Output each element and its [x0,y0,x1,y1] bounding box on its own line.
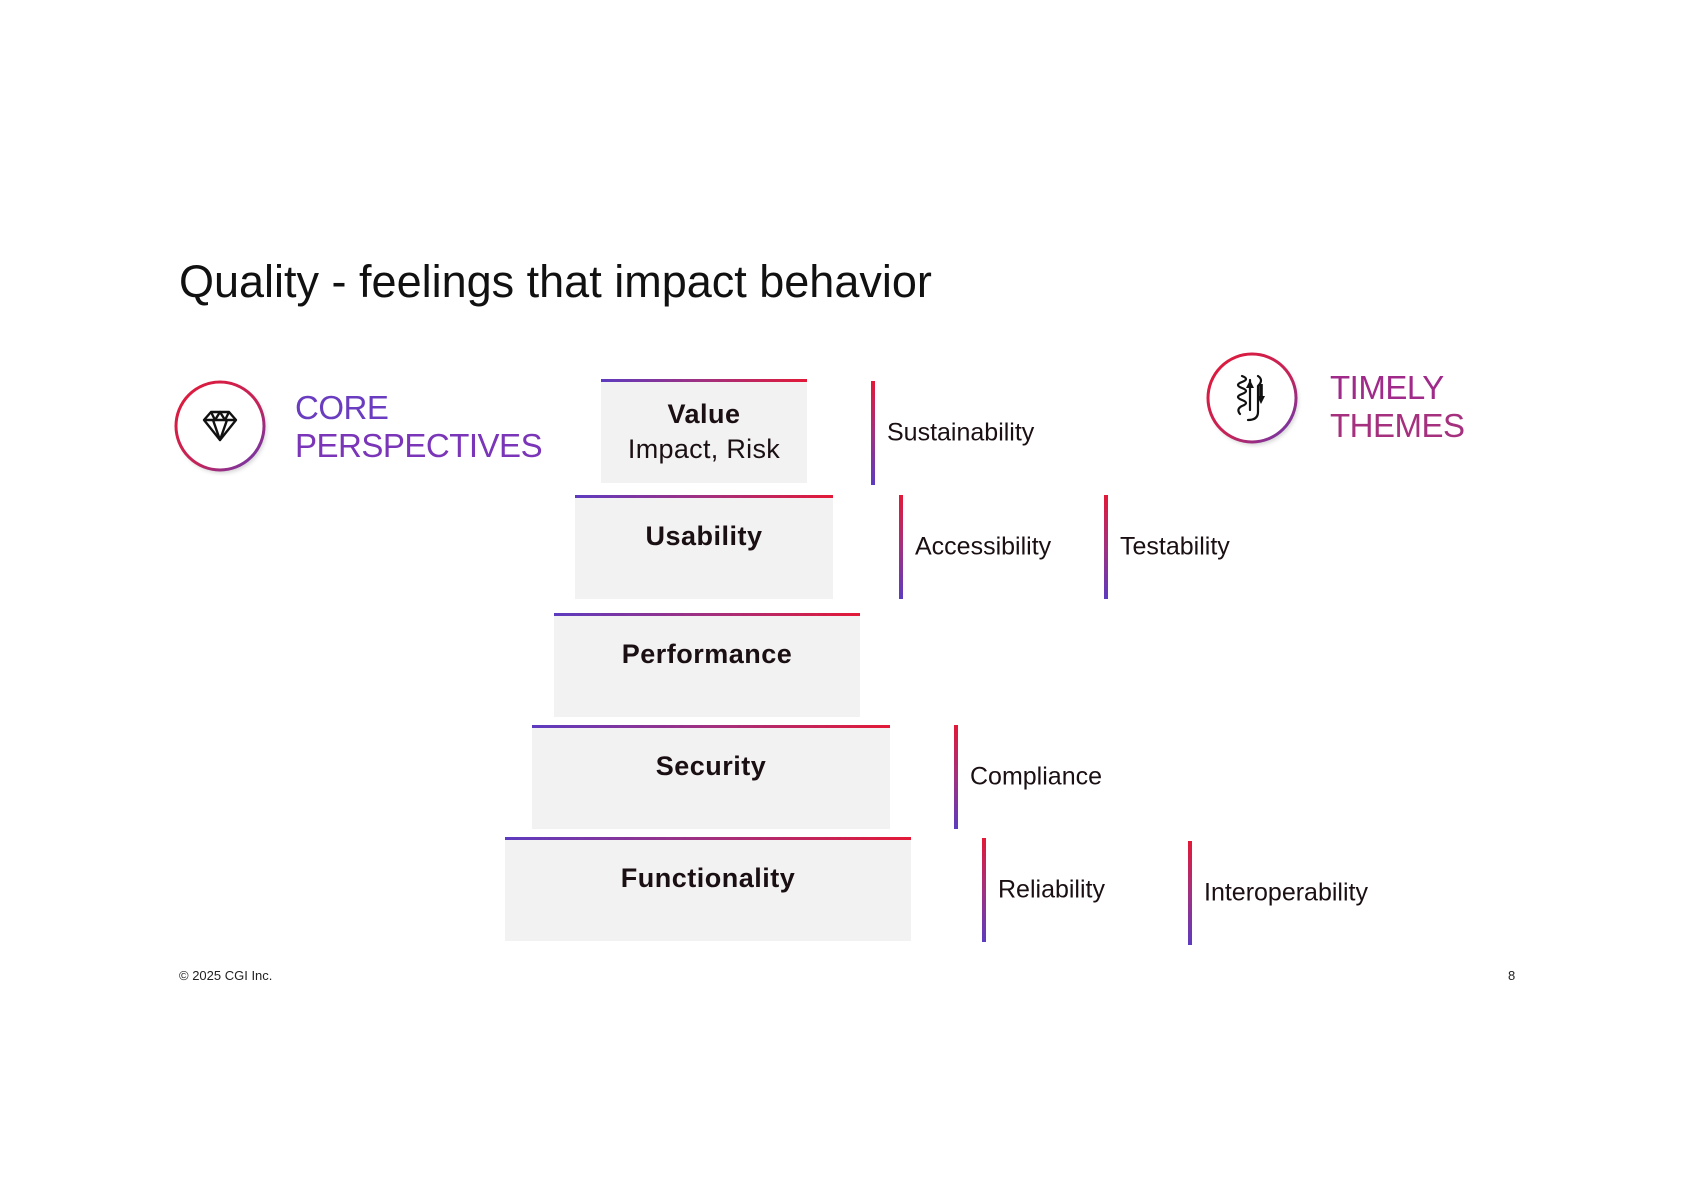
slide-title: Quality - feelings that impact behavior [179,256,932,307]
core-perspectives-badge [174,380,266,472]
protein-structure-icon [1206,352,1298,444]
timely-label-line2: THEMES [1330,407,1465,444]
theme-label: Accessibility [915,532,1052,561]
theme-label: Interoperability [1204,878,1368,907]
timely-themes-badge [1206,352,1298,444]
theme-label: Reliability [998,875,1105,904]
step-subtitle: Impact, Risk [627,434,781,464]
step-title: Usability [645,521,763,551]
pyramid-step-value: Value Impact, Risk [601,379,807,483]
pyramid-step-functionality: Functionality [505,837,911,941]
theme-label: Compliance [970,762,1103,791]
pyramid-step-performance: Performance [554,613,860,717]
page-number: 8 [1508,968,1516,983]
pyramid-step-usability: Usability [575,495,833,599]
step-title: Value [667,399,741,429]
pyramid-step-security: Security [532,725,890,829]
step-title: Functionality [620,863,796,893]
step-title: Security [655,751,767,781]
theme-label: Sustainability [887,418,1035,447]
diamond-icon [174,380,266,472]
theme-label: Testability [1120,532,1230,561]
core-label-line2: PERSPECTIVES [295,427,543,464]
footer-copyright: © 2025 CGI Inc. [179,968,273,983]
timely-label-line1: TIMELY [1330,369,1444,406]
step-title: Performance [621,639,793,669]
core-label-line1: CORE [295,389,389,426]
